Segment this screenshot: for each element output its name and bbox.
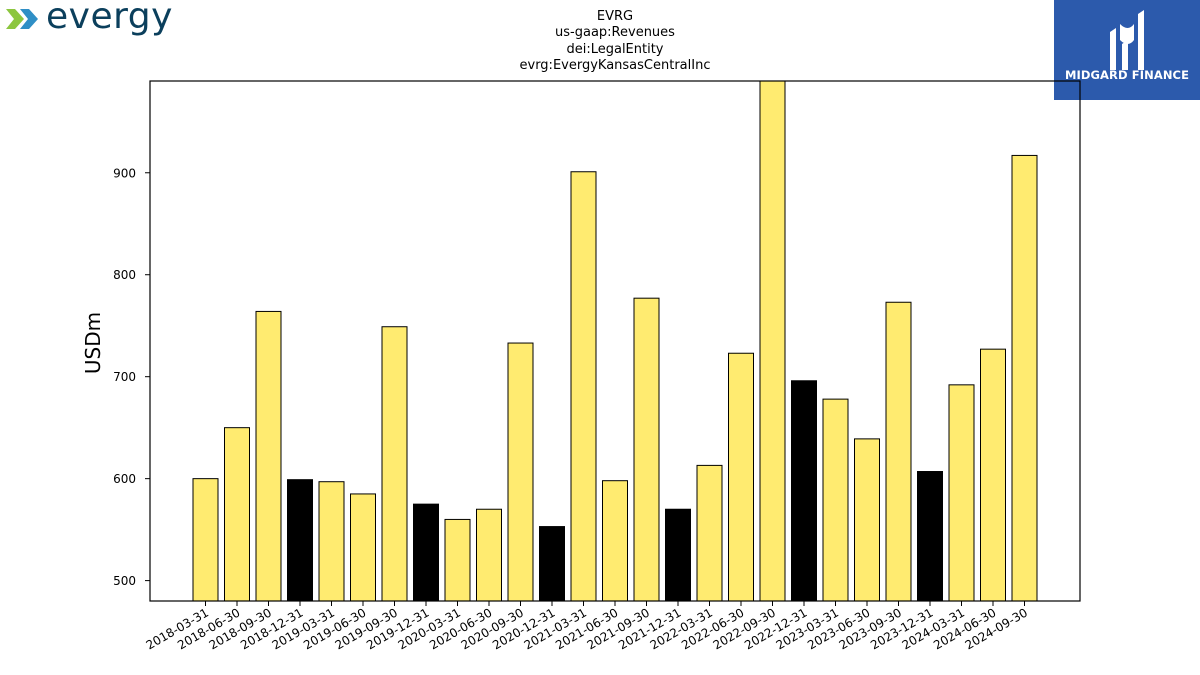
chart-title: EVRG us-gaap:Revenues dei:LegalEntity ev… xyxy=(520,9,711,73)
midgard-monogram-icon xyxy=(1110,10,1144,70)
midgard-finance-text: MIDGARD FINANCE xyxy=(1064,68,1190,82)
bar-2020-06-30 xyxy=(476,508,502,601)
bar-2019-09-30 xyxy=(381,326,408,601)
bar-2020-12-31 xyxy=(539,526,565,601)
bar-2018-03-31 xyxy=(192,478,219,601)
bar-2023-09-30 xyxy=(885,301,912,601)
bar-2018-09-30 xyxy=(255,310,282,601)
evergy-logo-text: evergy xyxy=(46,0,173,37)
bar-2024-09-30 xyxy=(1011,154,1038,601)
bar-2022-06-30 xyxy=(728,352,754,601)
y-tick-label: 500 xyxy=(113,574,136,588)
bar-2018-06-30 xyxy=(224,427,250,601)
chart-title-line: us-gaap:Revenues xyxy=(555,25,675,40)
y-axis-label: USDm xyxy=(81,312,105,374)
chart-title-line: dei:LegalEntity xyxy=(566,42,663,57)
bar-2019-06-30 xyxy=(350,493,376,601)
bar-2023-12-31 xyxy=(917,471,943,601)
bar-2020-09-30 xyxy=(507,342,534,601)
bar-2020-03-31 xyxy=(444,518,471,601)
bar-2023-06-30 xyxy=(854,438,880,601)
y-tick-label: 600 xyxy=(113,472,136,486)
y-axis: 500 600 700 800 900 xyxy=(113,166,150,588)
midgard-finance-logo: MIDGARD FINANCE xyxy=(1054,0,1200,100)
bar-2021-12-31 xyxy=(665,508,691,601)
bar-2019-12-31 xyxy=(413,503,439,601)
bar-2024-06-30 xyxy=(980,348,1006,601)
x-axis: 2018-03-312018-06-302018-09-302018-12-31… xyxy=(144,601,1030,652)
bar-series xyxy=(192,81,1038,601)
bar-2018-12-31 xyxy=(287,479,313,601)
chart-title-line: evrg:EvergyKansasCentralInc xyxy=(520,58,711,73)
evergy-chevron-icon xyxy=(6,9,38,29)
y-tick-label: 800 xyxy=(113,268,136,282)
bar-2019-03-31 xyxy=(318,481,345,601)
bar-2021-06-30 xyxy=(602,480,628,601)
bar-2021-09-30 xyxy=(633,297,660,601)
y-tick-label: 700 xyxy=(113,370,136,384)
bar-2022-12-31 xyxy=(791,380,817,601)
bar-2024-03-31 xyxy=(948,384,975,601)
bar-2021-03-31 xyxy=(570,171,597,601)
bar-2022-03-31 xyxy=(696,464,723,601)
plot-area-frame xyxy=(149,80,1081,602)
bar-2022-09-30 xyxy=(759,81,786,601)
bar-2023-03-31 xyxy=(822,398,849,601)
chart-title-line: EVRG xyxy=(597,9,633,24)
y-tick-label: 900 xyxy=(113,166,136,180)
